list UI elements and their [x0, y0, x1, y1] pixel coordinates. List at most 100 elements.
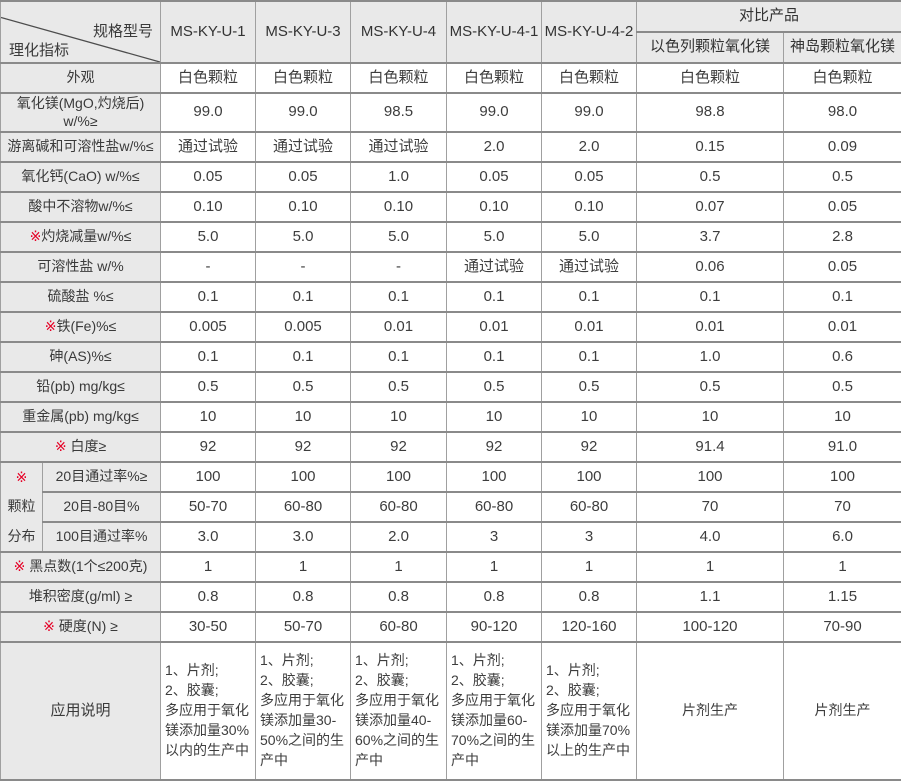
- value-cell: 0.09: [782, 131, 901, 163]
- row-label-text: 灼烧减量w/%≤: [41, 228, 132, 245]
- row-label-text: 外观: [66, 69, 95, 86]
- row-sublabel: 20目通过率%≥: [42, 461, 161, 493]
- application-cell: 1、片剂; 2、胶囊; 多应用于氧化镁添加量40-60%之间的生产中: [350, 641, 447, 781]
- row-label-text: 硫酸盐 %≤: [47, 288, 114, 305]
- corner-label-physchem-index: 理化指标: [9, 42, 70, 60]
- value-cell: 0.5: [636, 371, 784, 403]
- value-cell: 3.0: [255, 521, 351, 553]
- value-cell: 0.1: [446, 281, 542, 313]
- table-row-iron: ※铁(Fe)%≤ 0.005 0.005 0.01 0.01 0.01 0.01…: [0, 311, 901, 343]
- value-cell: 99.0: [255, 92, 351, 133]
- row-label: 重金属(pb) mg/kg≤: [0, 401, 161, 433]
- value-cell: 0.5: [160, 371, 256, 403]
- value-cell: 0.5: [446, 371, 542, 403]
- value-cell: 1.0: [636, 341, 784, 373]
- value-cell: 白色颗粒: [541, 62, 637, 94]
- application-cell: 片剂生产: [782, 641, 901, 781]
- table-row-mesh20-pass: ※ 颗粒 分布 20目通过率%≥ 100 100 100 100 100 100…: [0, 461, 901, 553]
- value-cell: 2.0: [541, 131, 637, 163]
- value-cell: 2.8: [782, 221, 901, 253]
- value-cell: 0.1: [541, 281, 637, 313]
- table-row-bulk-density: 堆积密度(g/ml) ≥ 0.8 0.8 0.8 0.8 0.8 1.1 1.1…: [0, 581, 901, 613]
- value-cell: 92: [160, 431, 256, 463]
- value-cell: 50-70: [160, 491, 256, 523]
- table-row-appearance: 外观 白色颗粒 白色颗粒 白色颗粒 白色颗粒 白色颗粒 白色颗粒 白色颗粒: [0, 62, 901, 94]
- value-cell: 98.8: [636, 92, 784, 133]
- value-cell: 100: [255, 461, 351, 493]
- value-cell: 白色颗粒: [446, 62, 542, 94]
- column-header: MS-KY-U-1: [160, 0, 256, 64]
- value-cell: 0.8: [350, 581, 447, 613]
- table-row-sulfate: 硫酸盐 %≤ 0.1 0.1 0.1 0.1 0.1 0.1 0.1: [0, 281, 901, 313]
- table-row-black-spots: ※ 黑点数(1个≤200克) 1 1 1 1 1 1 1: [0, 551, 901, 583]
- value-cell: 0.10: [255, 191, 351, 223]
- table-row-ignition-loss: ※灼烧减量w/%≤ 5.0 5.0 5.0 5.0 5.0 3.7 2.8: [0, 221, 901, 253]
- row-label: 砷(AS)%≤: [0, 341, 161, 373]
- row-label: 铅(pb) mg/kg≤: [0, 371, 161, 403]
- value-cell: 白色颗粒: [255, 62, 351, 94]
- value-cell: 70-90: [782, 611, 901, 643]
- compare-group-header: 对比产品: [635, 0, 901, 33]
- value-cell: 60-80: [350, 611, 447, 643]
- row-label: 氧化钙(CaO) w/%≤: [0, 161, 161, 193]
- value-cell: 0.05: [782, 191, 901, 223]
- red-asterisk-mark: ※: [29, 228, 42, 245]
- row-label: 可溶性盐 w/%: [0, 251, 161, 283]
- value-cell: 92: [255, 431, 351, 463]
- value-cell: 0.1: [255, 281, 351, 313]
- value-cell: 0.5: [782, 161, 901, 193]
- table-row-application: 应用说明 1、片剂; 2、胶囊; 多应用于氧化镁添加量30%以内的生产中 1、片…: [0, 641, 901, 781]
- value-cell: 0.8: [255, 581, 351, 613]
- value-cell: 通过试验: [541, 251, 637, 283]
- value-cell: 90-120: [446, 611, 542, 643]
- value-cell: 1: [350, 551, 447, 583]
- row-sublabel: 20目-80目%: [42, 491, 161, 523]
- header-row-1: 规格型号 理化指标 MS-KY-U-1 MS-KY-U-3 MS-KY-U-4 …: [0, 0, 901, 64]
- value-cell: 1: [541, 551, 637, 583]
- value-cell: 91.4: [636, 431, 784, 463]
- value-cell: 2.0: [350, 521, 447, 553]
- value-cell: 0.05: [541, 161, 637, 193]
- application-cell: 1、片剂; 2、胶囊; 多应用于氧化镁添加量30%以内的生产中: [160, 641, 256, 781]
- value-cell: 白色颗粒: [350, 62, 447, 94]
- value-cell: 0.8: [541, 581, 637, 613]
- value-cell: 1.1: [636, 581, 784, 613]
- value-cell: 0.07: [636, 191, 784, 223]
- granule-distribution-group-cell: ※ 颗粒 分布: [0, 461, 43, 553]
- row-label-text: 氧化钙(CaO) w/%≤: [21, 168, 140, 185]
- value-cell: 0.06: [636, 251, 784, 283]
- value-cell: 0.5: [636, 161, 784, 193]
- value-cell: 0.8: [446, 581, 542, 613]
- table-row-free-alkali: 游离碱和可溶性盐w/%≤ 通过试验 通过试验 通过试验 2.0 2.0 0.15…: [0, 131, 901, 163]
- row-label: 外观: [0, 62, 161, 94]
- table-row-arsenic: 砷(AS)%≤ 0.1 0.1 0.1 0.1 0.1 1.0 0.6: [0, 341, 901, 373]
- value-cell: 92: [446, 431, 542, 463]
- value-cell: 0.01: [541, 311, 637, 343]
- value-cell: 10: [446, 401, 542, 433]
- value-cell: 0.15: [636, 131, 784, 163]
- value-cell: 3.7: [636, 221, 784, 253]
- table-row-mgo: 氧化镁(MgO,灼烧后) w/%≥ 99.0 99.0 98.5 99.0 99…: [0, 92, 901, 133]
- value-cell: 99.0: [541, 92, 637, 133]
- value-cell: -: [350, 251, 447, 283]
- value-cell: 0.5: [782, 371, 901, 403]
- red-asterisk-mark: ※: [15, 468, 28, 485]
- row-label-text: 酸中不溶物w/%≤: [28, 198, 133, 215]
- value-cell: 0.05: [160, 161, 256, 193]
- value-cell: 70: [636, 491, 784, 523]
- value-cell: 92: [541, 431, 637, 463]
- value-cell: 1: [636, 551, 784, 583]
- value-cell: 白色颗粒: [782, 62, 901, 94]
- value-cell: 98.0: [782, 92, 901, 133]
- value-cell: 5.0: [541, 221, 637, 253]
- table-row-mesh20-80: 20目-80目% 50-70 60-80 60-80 60-80 60-80 7…: [1, 491, 901, 523]
- value-cell: 0.10: [160, 191, 256, 223]
- row-label: ※ 黑点数(1个≤200克): [0, 551, 161, 583]
- application-cell: 1、片剂; 2、胶囊; 多应用于氧化镁添加量70%以上的生产中: [541, 641, 637, 781]
- row-label: ※灼烧减量w/%≤: [0, 221, 161, 253]
- column-header: MS-KY-U-3: [255, 0, 351, 64]
- value-cell: 60-80: [541, 491, 637, 523]
- value-cell: 30-50: [160, 611, 256, 643]
- value-cell: 1: [782, 551, 901, 583]
